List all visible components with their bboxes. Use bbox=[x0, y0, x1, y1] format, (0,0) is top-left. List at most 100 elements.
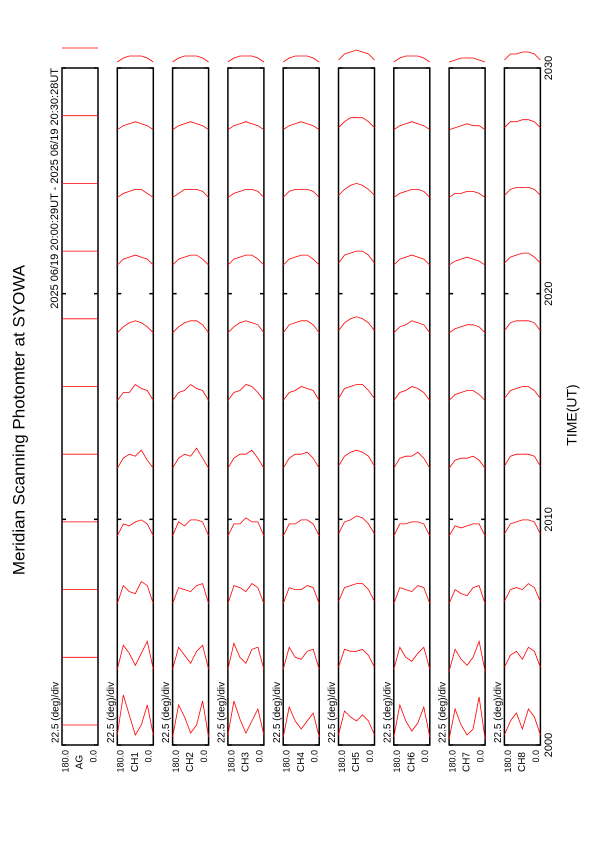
x-tick-label: 2000 bbox=[543, 733, 555, 757]
scale-label: 22.5 (deg)/div bbox=[327, 682, 338, 743]
scale-label: 22.5 (deg)/div bbox=[51, 682, 62, 743]
scan-trace bbox=[117, 189, 154, 198]
scan-trace bbox=[504, 386, 541, 399]
channel-label: CH2 bbox=[185, 752, 196, 772]
scan-trace bbox=[393, 585, 431, 604]
panel-frame bbox=[448, 67, 486, 746]
scan-trace bbox=[116, 694, 154, 736]
scan-trace bbox=[338, 316, 375, 332]
chart-subtitle: 2025 06/19 20:00:29UT - 2025 06/19 20:30… bbox=[49, 68, 61, 309]
scan-trace bbox=[338, 117, 375, 128]
scan-trace bbox=[282, 189, 320, 198]
scale-label: 22.5 (deg)/div bbox=[382, 682, 393, 743]
x-tick-label: 2010 bbox=[543, 507, 555, 531]
y-tick-label: 0.0 bbox=[531, 750, 541, 763]
scan-trace bbox=[172, 55, 209, 63]
panel-frame bbox=[227, 67, 265, 746]
y-tick-label: 0.0 bbox=[88, 750, 98, 763]
y-tick-label: 0.0 bbox=[365, 750, 375, 763]
scan-trace bbox=[393, 646, 431, 670]
scan-trace bbox=[227, 700, 265, 736]
scan-trace bbox=[282, 55, 320, 63]
scan-trace bbox=[448, 324, 486, 334]
channel-label: CH4 bbox=[296, 752, 307, 772]
scan-trace bbox=[282, 121, 320, 131]
scan-trace bbox=[504, 119, 541, 128]
scan-trace bbox=[117, 320, 154, 334]
y-tick-label: 180.0 bbox=[282, 750, 292, 773]
scan-trace bbox=[282, 585, 320, 604]
scale-label: 22.5 (deg)/div bbox=[493, 682, 504, 743]
chart-title: Meridian Scanning Photomter at SYOWA bbox=[9, 264, 28, 575]
channel-label: CH1 bbox=[130, 752, 141, 772]
scan-trace bbox=[504, 252, 541, 264]
scan-trace bbox=[448, 455, 486, 469]
scan-trace bbox=[393, 189, 431, 198]
channel-label: AG bbox=[75, 755, 86, 770]
scan-trace bbox=[282, 705, 320, 738]
scan-trace bbox=[448, 256, 486, 266]
scan-trace bbox=[393, 320, 431, 334]
y-tick-label: 0.0 bbox=[310, 750, 320, 763]
scan-trace bbox=[504, 320, 541, 332]
scan-trace bbox=[172, 121, 209, 131]
scan-trace bbox=[338, 515, 375, 535]
y-tick-label: 180.0 bbox=[337, 750, 347, 773]
y-tick-label: 180.0 bbox=[116, 750, 126, 773]
scan-trace bbox=[448, 390, 486, 401]
y-tick-label: 0.0 bbox=[199, 750, 209, 763]
scan-trace bbox=[504, 187, 541, 196]
scan-trace bbox=[172, 447, 209, 469]
scan-trace bbox=[116, 449, 154, 469]
scan-trace bbox=[338, 250, 375, 264]
channel-label: CH6 bbox=[406, 752, 417, 772]
scan-trace bbox=[116, 519, 154, 537]
scan-trace bbox=[116, 581, 154, 604]
scale-label: 22.5 (deg)/div bbox=[161, 682, 172, 743]
y-tick-label: 180.0 bbox=[503, 750, 513, 773]
scan-trace bbox=[116, 640, 154, 670]
panel-frame bbox=[61, 67, 99, 746]
scan-trace bbox=[227, 583, 265, 604]
scan-trace bbox=[227, 384, 265, 401]
scan-trace bbox=[227, 517, 265, 537]
scan-trace bbox=[393, 55, 431, 63]
scan-trace bbox=[448, 123, 486, 131]
landscape-plot: Meridian Scanning Photomter at SYOWA 202… bbox=[9, 47, 580, 773]
scan-trace bbox=[338, 384, 375, 399]
scan-trace bbox=[448, 696, 486, 740]
scan-trace bbox=[227, 320, 265, 334]
scan-trace bbox=[116, 383, 154, 401]
y-tick-label: 0.0 bbox=[420, 750, 430, 763]
scan-trace bbox=[393, 386, 431, 401]
panel-frame bbox=[337, 67, 376, 746]
scan-trace bbox=[393, 254, 431, 266]
y-tick-label: 0.0 bbox=[475, 750, 485, 763]
scan-trace bbox=[282, 519, 320, 537]
y-tick-label: 0.0 bbox=[144, 750, 154, 763]
scan-trace bbox=[172, 583, 209, 604]
x-tick-label: 2020 bbox=[543, 281, 555, 305]
channel-label: CH8 bbox=[517, 752, 528, 772]
y-tick-label: 180.0 bbox=[226, 750, 236, 773]
scan-trace bbox=[338, 182, 375, 196]
scan-trace bbox=[227, 254, 265, 266]
scan-trace bbox=[117, 121, 154, 131]
scan-trace bbox=[448, 57, 486, 63]
x-tick-label: 2030 bbox=[543, 56, 555, 80]
scan-trace bbox=[504, 708, 541, 736]
scan-trace bbox=[282, 646, 320, 670]
scan-trace bbox=[227, 642, 265, 670]
scan-trace bbox=[172, 519, 209, 537]
scan-trace bbox=[338, 49, 375, 61]
scan-trace bbox=[172, 383, 209, 401]
scale-label: 22.5 (deg)/div bbox=[217, 682, 228, 743]
scan-trace bbox=[117, 254, 154, 266]
channel-label: CH5 bbox=[351, 752, 362, 772]
scan-trace bbox=[172, 254, 209, 266]
panel-frame bbox=[116, 67, 155, 746]
panel-frame bbox=[282, 67, 320, 746]
y-tick-label: 0.0 bbox=[254, 750, 264, 763]
scan-trace bbox=[282, 386, 320, 401]
